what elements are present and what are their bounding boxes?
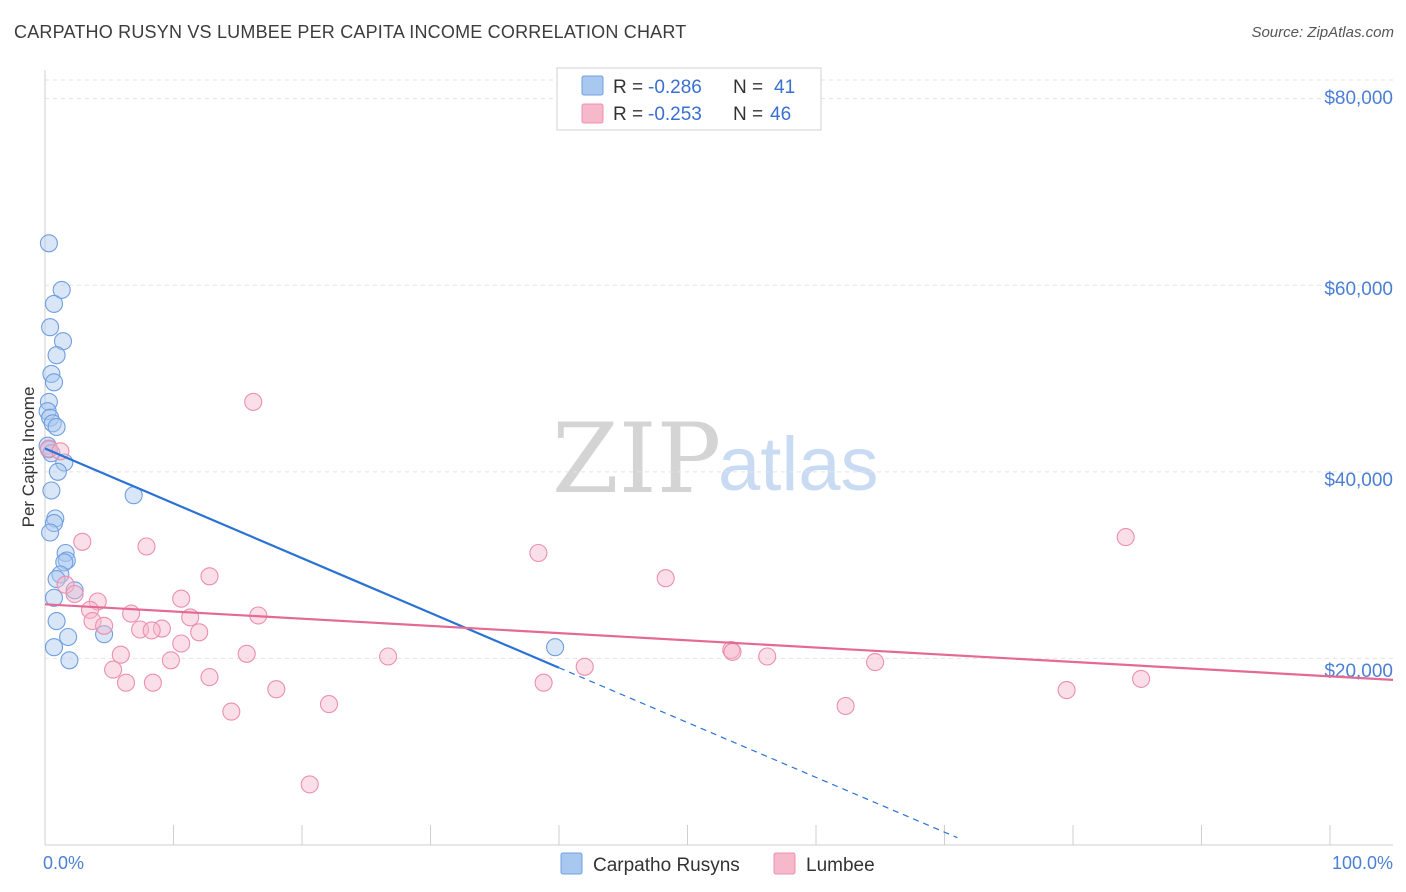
data-point-carpatho-rusyn xyxy=(41,523,60,542)
data-point-carpatho-rusyn xyxy=(44,514,64,533)
data-point-carpatho-rusyn xyxy=(47,417,66,437)
data-point-lumbee xyxy=(200,567,219,586)
data-point-lumbee xyxy=(142,621,161,640)
data-point-carpatho-rusyn xyxy=(47,612,66,631)
y-axis-tick-labels: $20,000 $40,000 $60,000 $80,000 xyxy=(1324,88,1393,682)
data-point-lumbee xyxy=(95,616,114,635)
data-point-lumbee xyxy=(300,775,319,794)
data-point-carpatho-rusyn xyxy=(47,570,66,589)
data-point-lumbee xyxy=(200,668,219,687)
correlation-legend: R = -0.286 N = 41 R = -0.253 N = 46 xyxy=(556,67,822,131)
data-point-carpatho-rusyn xyxy=(42,481,61,500)
data-point-carpatho-rusyn xyxy=(60,651,79,670)
watermark-atlas: atlas xyxy=(718,422,879,507)
data-point-lumbee xyxy=(319,695,339,714)
legend-n-value: 41 xyxy=(774,77,795,98)
data-point-lumbee xyxy=(122,604,141,623)
data-point-lumbee xyxy=(161,651,180,670)
x-tick-label-max: 100.0% xyxy=(1332,853,1393,873)
data-point-lumbee xyxy=(73,532,92,551)
series-legend-label: Lumbee xyxy=(806,855,875,876)
data-point-carpatho-rusyn xyxy=(48,462,67,481)
gridlines xyxy=(45,79,1393,659)
data-point-carpatho-rusyn xyxy=(56,543,75,563)
data-point-carpatho-rusyn xyxy=(47,346,66,365)
data-point-lumbee xyxy=(116,673,136,692)
data-point-lumbee xyxy=(836,696,855,716)
legend-r-label: R = xyxy=(613,104,643,125)
data-point-lumbee xyxy=(190,623,209,642)
data-point-carpatho-rusyn xyxy=(44,638,64,657)
data-point-carpatho-rusyn xyxy=(546,638,565,657)
data-point-lumbee xyxy=(237,644,256,663)
data-point-lumbee xyxy=(83,612,102,631)
data-point-lumbee xyxy=(529,543,548,563)
data-point-lumbee xyxy=(1132,669,1151,688)
chart-title: CARPATHO RUSYN VS LUMBEE PER CAPITA INCO… xyxy=(14,22,687,42)
data-point-carpatho-rusyn xyxy=(44,294,64,313)
source-credit: Source: ZipAtlas.com xyxy=(1251,24,1394,41)
data-point-lumbee xyxy=(758,647,777,666)
series-legend-swatch-blue xyxy=(560,852,583,875)
x-tick-label-min: 0.0% xyxy=(43,853,84,873)
data-point-lumbee xyxy=(866,653,885,672)
data-point-lumbee xyxy=(1116,528,1135,547)
trend-lines xyxy=(44,447,1394,839)
trend-line-lumbee xyxy=(44,603,1394,681)
series-legend-label: Carpatho Rusyns xyxy=(593,855,740,876)
data-point-lumbee xyxy=(267,680,286,699)
legend-n-label: N = xyxy=(733,77,763,98)
y-tick-label: $40,000 xyxy=(1324,470,1393,491)
data-point-lumbee xyxy=(143,673,162,692)
legend-n-label: N = xyxy=(733,104,763,125)
data-point-carpatho-rusyn xyxy=(39,234,58,253)
data-point-lumbee xyxy=(534,673,553,692)
series-legend-swatch-pink xyxy=(773,852,796,875)
trend-line-extension-carpatho-rusyns xyxy=(558,667,958,839)
data-point-lumbee xyxy=(1057,681,1076,700)
legend-n-value: 46 xyxy=(770,104,791,125)
y-axis-title: Per Capita Income xyxy=(19,387,38,528)
watermark-zip: ZIP xyxy=(552,403,721,515)
y-tick-label: $60,000 xyxy=(1324,279,1393,300)
data-point-lumbee xyxy=(379,647,398,666)
trend-line-carpatho-rusyns xyxy=(44,447,560,669)
legend-swatch-blue xyxy=(581,75,604,96)
data-point-lumbee xyxy=(222,702,241,721)
data-point-lumbee xyxy=(172,589,191,608)
data-point-carpatho-rusyn xyxy=(39,392,58,411)
x-axis-ticks xyxy=(44,825,1331,845)
legend-swatch-pink xyxy=(581,103,604,124)
legend-r-value: -0.286 xyxy=(648,77,702,98)
data-point-lumbee xyxy=(656,569,675,588)
data-point-carpatho-rusyn xyxy=(59,627,78,647)
data-point-carpatho-rusyn xyxy=(44,588,64,607)
data-point-lumbee xyxy=(244,392,263,411)
data-point-carpatho-rusyn xyxy=(52,280,71,299)
series-carpatho-rusyns xyxy=(38,234,565,670)
y-tick-label: $80,000 xyxy=(1324,88,1393,109)
data-point-lumbee xyxy=(111,645,130,664)
data-point-lumbee xyxy=(65,584,84,604)
data-point-carpatho-rusyn xyxy=(41,318,60,337)
data-point-lumbee xyxy=(575,657,594,676)
legend-r-value: -0.253 xyxy=(648,104,702,125)
data-point-lumbee xyxy=(172,634,191,653)
data-point-lumbee xyxy=(137,537,156,556)
data-point-lumbee xyxy=(723,642,742,661)
data-point-carpatho-rusyn xyxy=(44,373,64,392)
data-point-lumbee xyxy=(104,660,123,679)
legend-r-label: R = xyxy=(613,77,643,98)
series-legend: Carpatho Rusyns Lumbee xyxy=(560,852,875,876)
